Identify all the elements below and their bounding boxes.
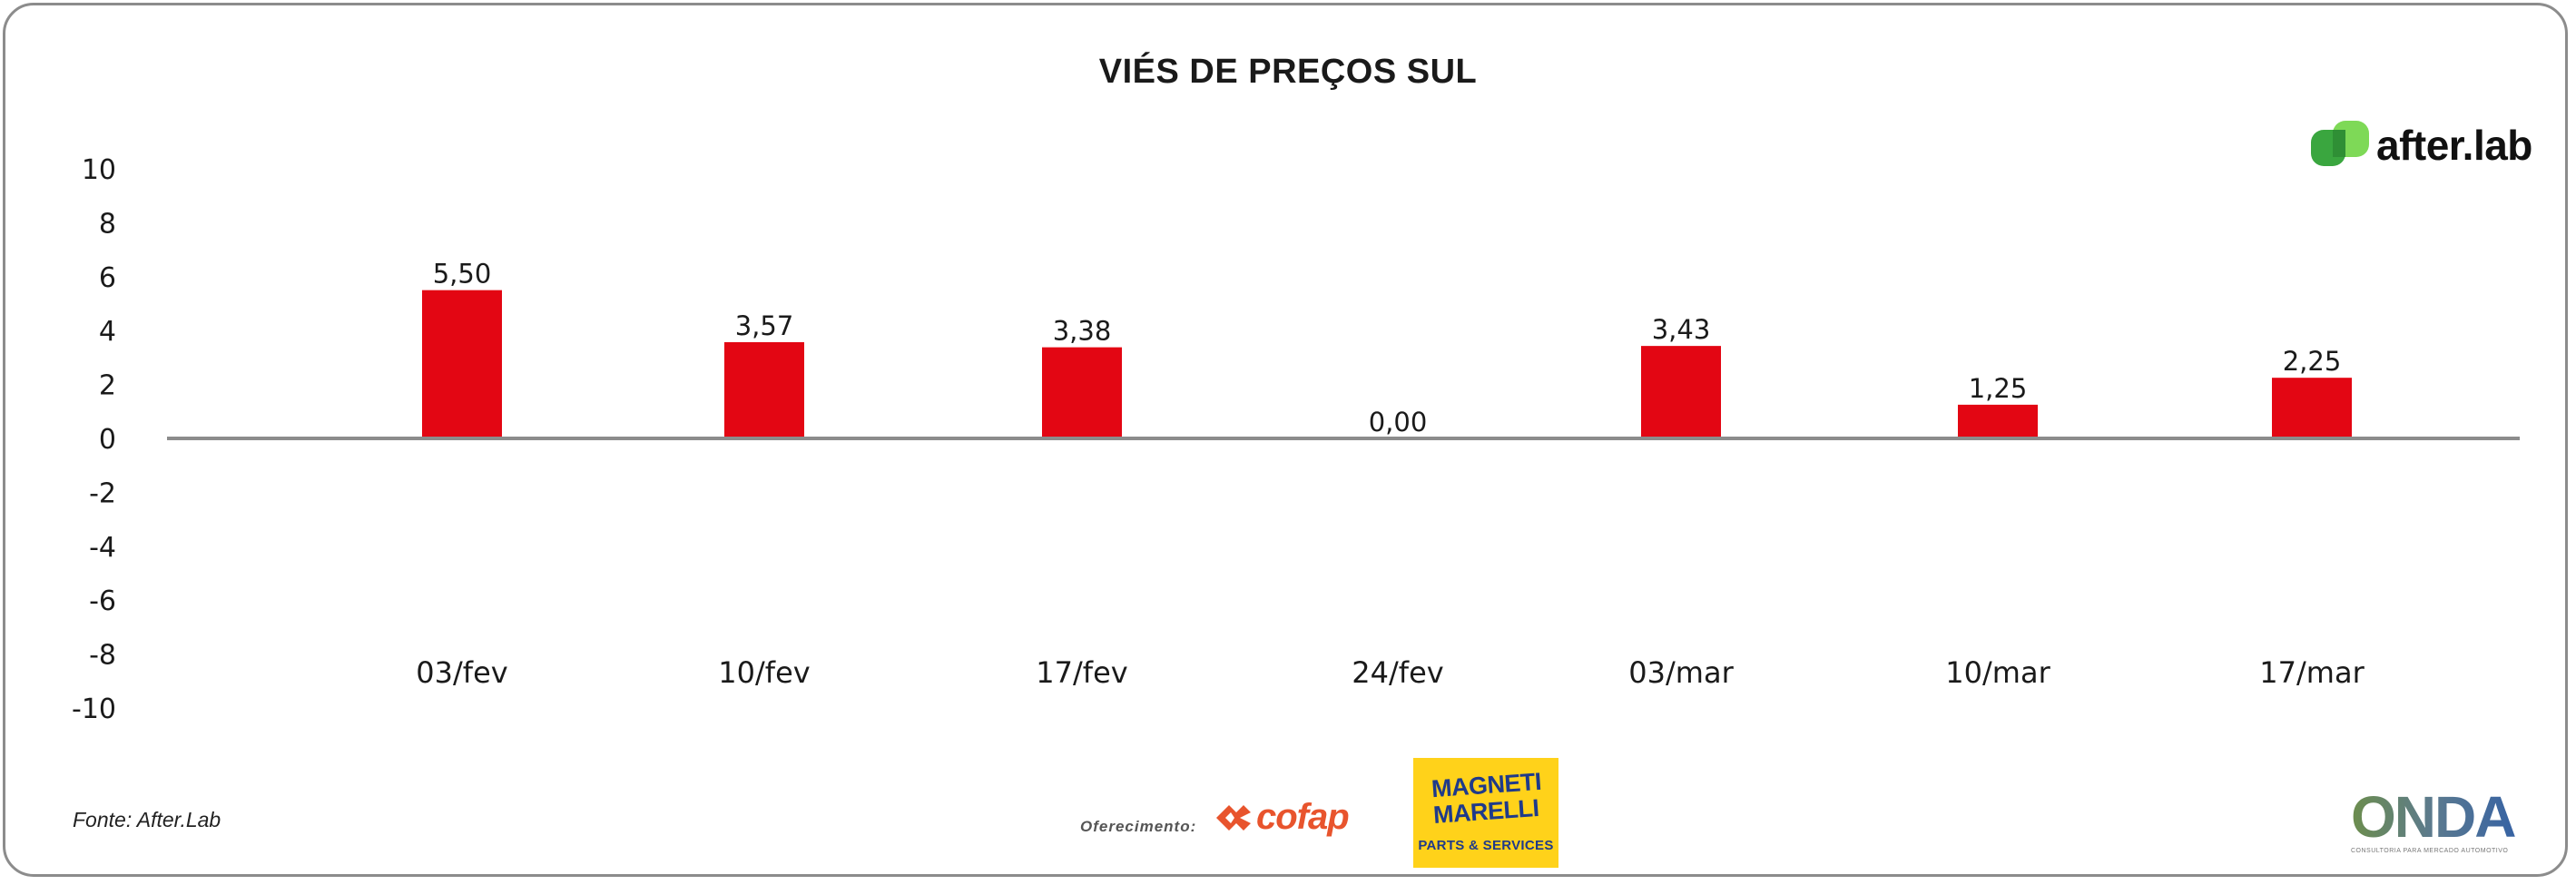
bar [422, 290, 502, 438]
onda-logo: ONDA CONSULTORIA PARA MERCADO AUTOMOTIVO [2351, 788, 2532, 854]
y-tick-label: -4 [89, 532, 116, 564]
y-tick-label: -10 [72, 693, 116, 725]
bar [1042, 347, 1122, 438]
x-category-label: 10/mar [1945, 655, 2050, 690]
sponsor-label: Oferecimento: [1080, 818, 1197, 835]
x-category-label: 24/fev [1352, 655, 1443, 690]
data-label: 1,25 [1969, 373, 2028, 404]
after-lab-logo: after.lab [2309, 118, 2532, 172]
y-tick-label: 2 [99, 370, 116, 402]
x-category-label: 17/mar [2259, 655, 2365, 690]
data-label: 3,57 [735, 310, 794, 341]
bar [1641, 346, 1721, 438]
after-lab-logo-icon [2309, 119, 2373, 172]
cofap-logo-text: cofap [1256, 797, 1350, 837]
y-tick-label: -2 [89, 477, 116, 509]
bar [2272, 378, 2352, 438]
x-category-label: 03/mar [1628, 655, 1734, 690]
marelli-logo-subtitle: PARTS & SERVICES [1418, 838, 1554, 853]
data-label: 2,25 [2283, 346, 2342, 377]
y-tick-label: 6 [99, 262, 116, 294]
chart-title: VIÉS DE PREÇOS SUL [1098, 53, 1478, 91]
bar [1958, 404, 2038, 438]
data-label: 3,43 [1652, 314, 1711, 345]
data-label: 3,38 [1053, 316, 1112, 347]
cofap-logo-icon [1216, 804, 1251, 831]
y-tick-label: 0 [99, 424, 116, 456]
source-note: Fonte: After.Lab [73, 808, 221, 831]
y-tick-label: -8 [89, 640, 116, 672]
magneti-marelli-logo: MAGNETI MARELLI PARTS & SERVICES [1413, 758, 1558, 868]
y-tick-label: 8 [99, 208, 116, 240]
x-category-label: 03/fev [416, 655, 507, 690]
y-tick-label: -6 [89, 585, 116, 617]
onda-logo-tagline: CONSULTORIA PARA MERCADO AUTOMOTIVO [2351, 848, 2509, 854]
x-category-label: 17/fev [1036, 655, 1127, 690]
data-label: 5,50 [433, 259, 492, 290]
x-category-label: 10/fev [718, 655, 810, 690]
y-tick-label: 4 [99, 316, 116, 348]
cofap-logo: cofap [1213, 797, 1350, 838]
bar [724, 341, 804, 438]
y-tick-label: 10 [82, 154, 116, 186]
onda-logo-text: ONDA [2351, 788, 2532, 846]
after-lab-logo-text: after.lab [2376, 122, 2532, 169]
data-label: 0,00 [1369, 407, 1428, 438]
marelli-logo-line2: MARELLI [1431, 793, 1540, 830]
